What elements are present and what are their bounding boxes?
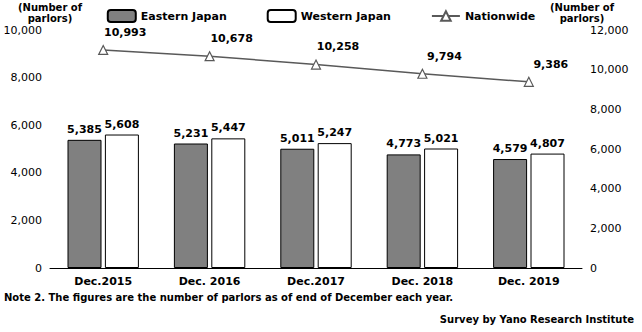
svg-text:10,993: 10,993 [104,26,146,39]
svg-text:6,000: 6,000 [590,143,622,156]
svg-text:5,021: 5,021 [424,132,459,145]
svg-text:Survey by Yano Research Instit: Survey by Yano Research Institute [440,314,634,325]
svg-text:10,678: 10,678 [210,32,252,45]
svg-text:10,000: 10,000 [4,24,43,37]
svg-text:parlors): parlors) [560,13,605,24]
svg-text:12,000: 12,000 [590,24,629,37]
svg-text:Dec.2017: Dec.2017 [287,275,345,288]
svg-text:Dec. 2016: Dec. 2016 [179,275,241,288]
svg-text:5,247: 5,247 [317,126,352,139]
svg-text:8,000: 8,000 [11,71,43,84]
svg-text:9,794: 9,794 [427,50,462,63]
svg-text:4,000: 4,000 [590,182,622,195]
svg-text:Dec.2015: Dec.2015 [74,275,132,288]
svg-text:4,579: 4,579 [493,142,528,155]
svg-text:4,807: 4,807 [530,137,565,150]
svg-text:8,000: 8,000 [590,103,622,116]
svg-text:parlors): parlors) [28,13,73,24]
svg-text:10,000: 10,000 [590,63,629,76]
svg-text:4,773: 4,773 [386,137,421,150]
svg-text:10,258: 10,258 [317,40,359,53]
svg-text:6,000: 6,000 [11,119,43,132]
svg-text:2,000: 2,000 [590,222,622,235]
svg-text:Western Japan: Western Japan [301,10,391,23]
svg-text:Nationwide: Nationwide [465,10,535,23]
svg-text:Dec. 2019: Dec. 2019 [498,275,560,288]
svg-text:Note 2. The figures are the nu: Note 2. The figures are the number of pa… [4,292,453,303]
svg-text:5,447: 5,447 [211,121,246,134]
svg-text:Dec. 2018: Dec. 2018 [392,275,454,288]
svg-text:5,231: 5,231 [174,127,209,140]
svg-text:0: 0 [35,262,42,275]
svg-text:5,011: 5,011 [280,132,315,145]
svg-text:5,385: 5,385 [67,123,102,136]
svg-text:(Number of: (Number of [18,2,83,13]
svg-text:Eastern Japan: Eastern Japan [141,10,227,23]
svg-text:0: 0 [590,262,597,275]
svg-text:2,000: 2,000 [11,214,43,227]
svg-text:5,608: 5,608 [105,118,140,131]
svg-text:9,386: 9,386 [533,58,568,71]
svg-text:4,000: 4,000 [11,166,43,179]
svg-text:(Number of: (Number of [550,2,615,13]
